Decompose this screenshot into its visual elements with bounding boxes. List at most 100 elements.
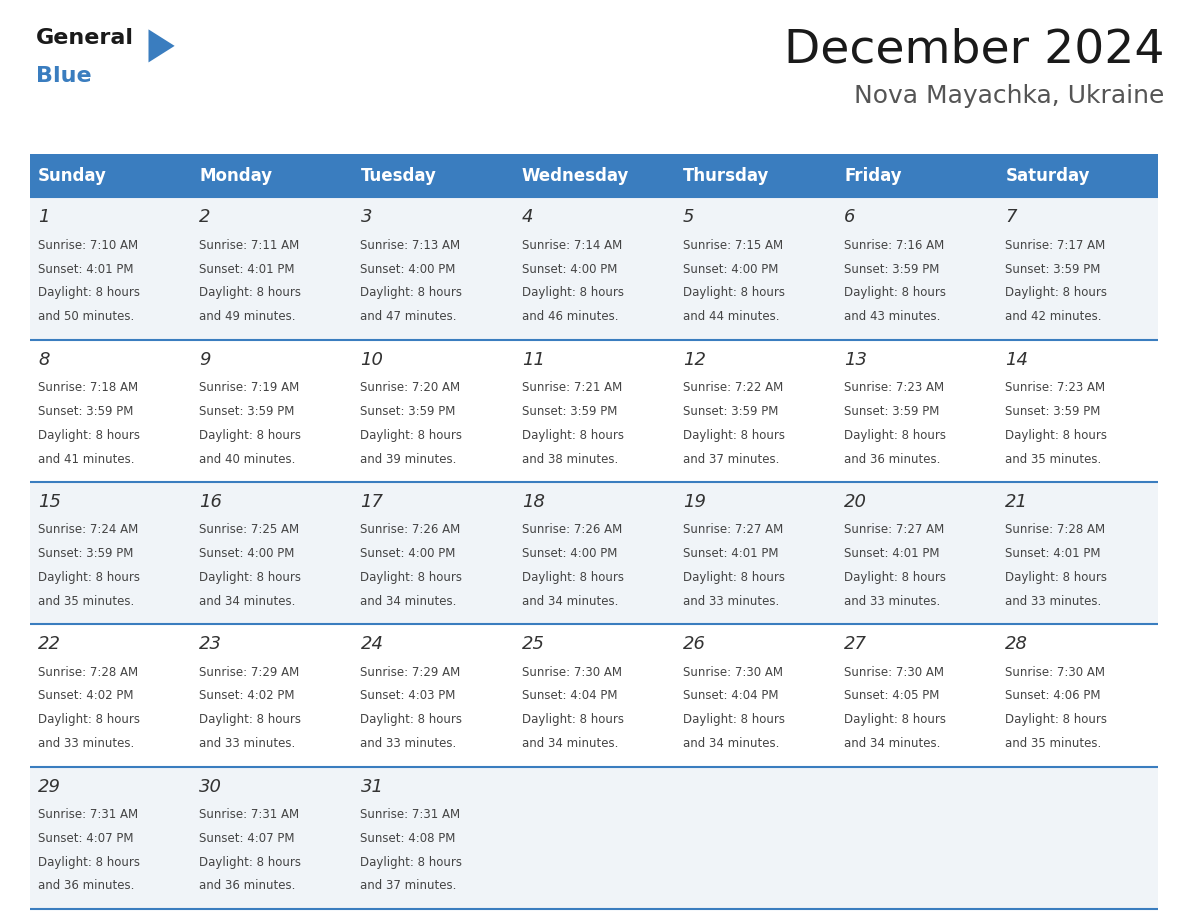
Text: and 35 minutes.: and 35 minutes. [1005, 453, 1101, 465]
Text: 26: 26 [683, 635, 706, 654]
Text: Daylight: 8 hours: Daylight: 8 hours [845, 429, 946, 442]
Text: 29: 29 [38, 778, 61, 796]
Text: Daylight: 8 hours: Daylight: 8 hours [522, 429, 624, 442]
Text: Sunrise: 7:21 AM: Sunrise: 7:21 AM [522, 381, 623, 394]
Text: and 34 minutes.: and 34 minutes. [360, 595, 457, 608]
Text: and 34 minutes.: and 34 minutes. [683, 737, 779, 750]
Text: Sunset: 4:00 PM: Sunset: 4:00 PM [200, 547, 295, 560]
Text: Daylight: 8 hours: Daylight: 8 hours [38, 429, 140, 442]
Text: 1: 1 [38, 208, 50, 227]
Bar [191, 154, 352, 197]
Text: Sunrise: 7:22 AM: Sunrise: 7:22 AM [683, 381, 783, 394]
Text: 6: 6 [845, 208, 855, 227]
Text: and 36 minutes.: and 36 minutes. [200, 879, 296, 892]
Text: 28: 28 [1005, 635, 1029, 654]
Text: Daylight: 8 hours: Daylight: 8 hours [1005, 713, 1107, 726]
Text: and 35 minutes.: and 35 minutes. [38, 595, 134, 608]
Text: Sunset: 3:59 PM: Sunset: 3:59 PM [683, 405, 778, 418]
Text: Sunset: 4:00 PM: Sunset: 4:00 PM [683, 263, 778, 275]
Text: Sunset: 4:07 PM: Sunset: 4:07 PM [200, 832, 295, 845]
Text: 21: 21 [1005, 493, 1029, 511]
Text: Sunrise: 7:27 AM: Sunrise: 7:27 AM [683, 523, 783, 536]
Text: 15: 15 [38, 493, 61, 511]
Text: Daylight: 8 hours: Daylight: 8 hours [38, 286, 140, 299]
Text: and 42 minutes.: and 42 minutes. [1005, 310, 1102, 323]
Text: Sunrise: 7:29 AM: Sunrise: 7:29 AM [200, 666, 299, 678]
Text: Daylight: 8 hours: Daylight: 8 hours [200, 571, 302, 584]
Text: Sunset: 4:03 PM: Sunset: 4:03 PM [360, 689, 456, 702]
Text: Tuesday: Tuesday [360, 167, 436, 185]
Bar [836, 154, 997, 197]
Text: Sunrise: 7:16 AM: Sunrise: 7:16 AM [845, 239, 944, 252]
Text: Sunrise: 7:31 AM: Sunrise: 7:31 AM [200, 808, 299, 821]
Text: Sunset: 4:00 PM: Sunset: 4:00 PM [522, 547, 617, 560]
Bar [352, 154, 513, 197]
Text: Sunset: 4:01 PM: Sunset: 4:01 PM [38, 263, 133, 275]
Text: Sunset: 3:59 PM: Sunset: 3:59 PM [1005, 405, 1101, 418]
Text: 7: 7 [1005, 208, 1017, 227]
Text: Sunrise: 7:30 AM: Sunrise: 7:30 AM [1005, 666, 1105, 678]
Text: 2: 2 [200, 208, 210, 227]
Text: Sunrise: 7:26 AM: Sunrise: 7:26 AM [360, 523, 461, 536]
Text: Daylight: 8 hours: Daylight: 8 hours [845, 571, 946, 584]
Text: Sunrise: 7:28 AM: Sunrise: 7:28 AM [1005, 523, 1106, 536]
Text: Daylight: 8 hours: Daylight: 8 hours [522, 571, 624, 584]
Text: Nova Mayachka, Ukraine: Nova Mayachka, Ukraine [854, 84, 1164, 108]
Text: Daylight: 8 hours: Daylight: 8 hours [200, 286, 302, 299]
Text: Daylight: 8 hours: Daylight: 8 hours [360, 429, 462, 442]
Text: Sunset: 3:59 PM: Sunset: 3:59 PM [200, 405, 295, 418]
Text: Sunrise: 7:11 AM: Sunrise: 7:11 AM [200, 239, 299, 252]
Text: Daylight: 8 hours: Daylight: 8 hours [845, 286, 946, 299]
Text: Daylight: 8 hours: Daylight: 8 hours [845, 713, 946, 726]
Text: and 39 minutes.: and 39 minutes. [360, 453, 457, 465]
Text: 18: 18 [522, 493, 545, 511]
Text: Sunset: 4:01 PM: Sunset: 4:01 PM [845, 547, 940, 560]
Text: 9: 9 [200, 351, 210, 369]
Text: 22: 22 [38, 635, 61, 654]
Text: and 46 minutes.: and 46 minutes. [522, 310, 618, 323]
Text: Sunrise: 7:23 AM: Sunrise: 7:23 AM [1005, 381, 1106, 394]
Text: 23: 23 [200, 635, 222, 654]
Text: Sunrise: 7:31 AM: Sunrise: 7:31 AM [38, 808, 138, 821]
Text: Sunset: 3:59 PM: Sunset: 3:59 PM [38, 405, 133, 418]
Text: Sunrise: 7:14 AM: Sunrise: 7:14 AM [522, 239, 623, 252]
Bar [30, 624, 1158, 767]
Text: 10: 10 [360, 351, 384, 369]
Text: and 37 minutes.: and 37 minutes. [683, 453, 779, 465]
Text: and 34 minutes.: and 34 minutes. [845, 737, 941, 750]
Text: Sunset: 4:02 PM: Sunset: 4:02 PM [38, 689, 133, 702]
Text: Daylight: 8 hours: Daylight: 8 hours [38, 571, 140, 584]
Text: Thursday: Thursday [683, 167, 770, 185]
Text: Blue: Blue [36, 66, 91, 86]
Text: and 33 minutes.: and 33 minutes. [1005, 595, 1101, 608]
Text: Sunrise: 7:17 AM: Sunrise: 7:17 AM [1005, 239, 1106, 252]
Text: 16: 16 [200, 493, 222, 511]
Text: and 37 minutes.: and 37 minutes. [360, 879, 457, 892]
Text: Sunrise: 7:27 AM: Sunrise: 7:27 AM [845, 523, 944, 536]
Text: 17: 17 [360, 493, 384, 511]
Text: Sunset: 3:59 PM: Sunset: 3:59 PM [522, 405, 617, 418]
Text: 27: 27 [845, 635, 867, 654]
Text: Daylight: 8 hours: Daylight: 8 hours [38, 856, 140, 868]
Text: Sunday: Sunday [38, 167, 107, 185]
Text: and 47 minutes.: and 47 minutes. [360, 310, 457, 323]
Text: 19: 19 [683, 493, 706, 511]
Bar [513, 154, 675, 197]
Text: and 34 minutes.: and 34 minutes. [522, 737, 618, 750]
Text: Daylight: 8 hours: Daylight: 8 hours [683, 571, 785, 584]
Text: Sunset: 3:59 PM: Sunset: 3:59 PM [845, 405, 940, 418]
Text: Monday: Monday [200, 167, 272, 185]
Text: and 33 minutes.: and 33 minutes. [683, 595, 779, 608]
Text: 8: 8 [38, 351, 50, 369]
Text: 12: 12 [683, 351, 706, 369]
Text: and 36 minutes.: and 36 minutes. [845, 453, 941, 465]
Text: Sunrise: 7:26 AM: Sunrise: 7:26 AM [522, 523, 623, 536]
Text: Sunrise: 7:23 AM: Sunrise: 7:23 AM [845, 381, 944, 394]
Text: Sunrise: 7:30 AM: Sunrise: 7:30 AM [845, 666, 944, 678]
Text: Daylight: 8 hours: Daylight: 8 hours [200, 856, 302, 868]
Text: Sunrise: 7:19 AM: Sunrise: 7:19 AM [200, 381, 299, 394]
Text: General: General [36, 28, 133, 48]
Text: Daylight: 8 hours: Daylight: 8 hours [522, 713, 624, 726]
Text: 4: 4 [522, 208, 533, 227]
Text: and 41 minutes.: and 41 minutes. [38, 453, 134, 465]
